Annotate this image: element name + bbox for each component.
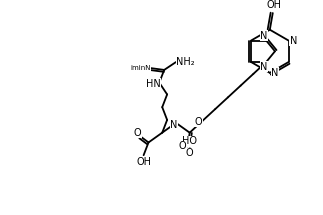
Text: O: O [178, 141, 186, 151]
Text: N: N [170, 120, 178, 130]
Text: HN: HN [146, 79, 161, 89]
Text: OH: OH [266, 0, 281, 10]
Text: O: O [186, 148, 193, 158]
Text: N: N [271, 68, 278, 78]
Text: OH: OH [136, 157, 151, 167]
Text: N: N [260, 62, 268, 72]
Text: NH₂: NH₂ [176, 57, 195, 67]
Text: N: N [290, 35, 297, 46]
Text: iminN: iminN [130, 65, 151, 71]
Text: HO: HO [182, 137, 197, 146]
Text: O: O [134, 128, 141, 138]
Text: O: O [195, 117, 202, 127]
Text: N: N [260, 31, 268, 41]
